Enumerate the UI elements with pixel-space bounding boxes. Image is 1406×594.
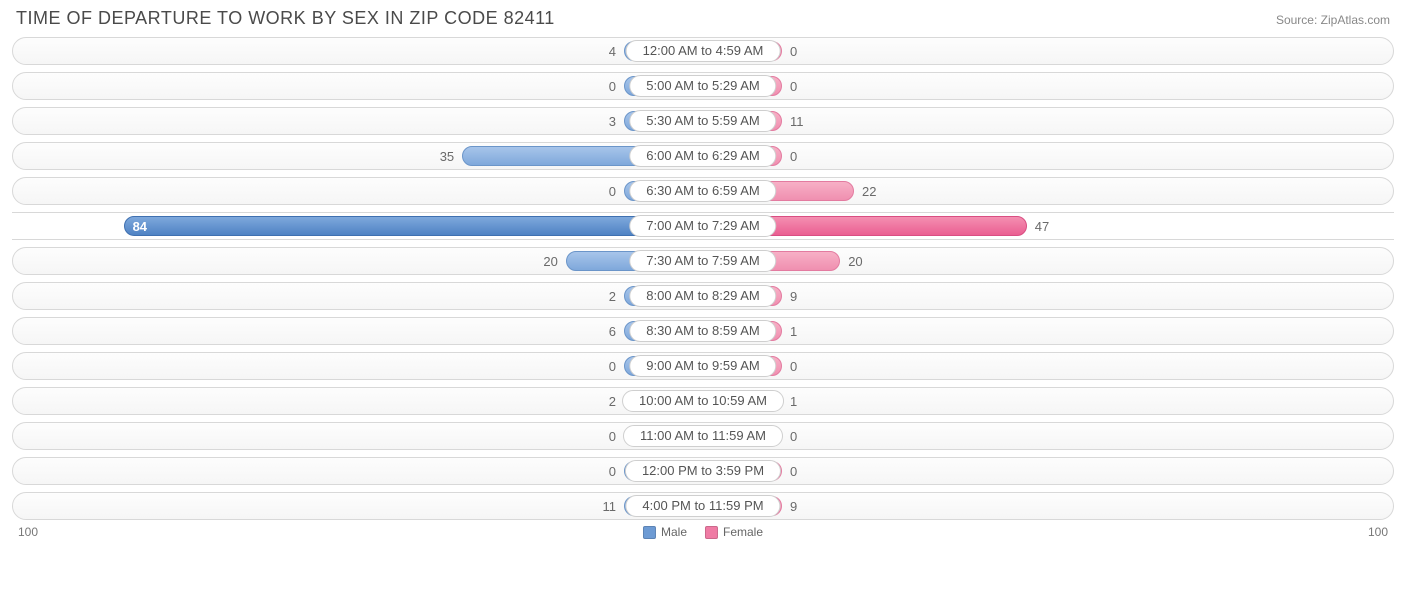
time-range-label: 7:00 AM to 7:29 AM [629, 215, 776, 237]
male-bar: 84 [124, 216, 704, 236]
male-value: 35 [432, 149, 462, 164]
female-value: 9 [782, 289, 805, 304]
female-value: 22 [854, 184, 884, 199]
female-half: 9 [703, 493, 1393, 519]
chart-row: 0 0 9:00 AM to 9:59 AM [12, 352, 1394, 380]
male-half: 20 [13, 248, 703, 274]
chart-row: 84 47 7:00 AM to 7:29 AM [12, 212, 1394, 240]
female-value: 11 [782, 114, 812, 129]
time-range-label: 7:30 AM to 7:59 AM [629, 250, 776, 272]
chart-row: 0 012:00 PM to 3:59 PM [12, 457, 1394, 485]
male-half: 0 [13, 73, 703, 99]
time-range-label: 5:00 AM to 5:29 AM [629, 75, 776, 97]
chart-row: 0 22 6:30 AM to 6:59 AM [12, 177, 1394, 205]
time-range-label: 5:30 AM to 5:59 AM [629, 110, 776, 132]
time-range-label: 12:00 PM to 3:59 PM [625, 460, 781, 482]
legend-swatch-male [643, 526, 656, 539]
female-value: 0 [782, 44, 805, 59]
chart-row: 20 20 7:30 AM to 7:59 AM [12, 247, 1394, 275]
female-half: 9 [703, 283, 1393, 309]
female-half: 22 [703, 178, 1393, 204]
chart-header: TIME OF DEPARTURE TO WORK BY SEX IN ZIP … [12, 8, 1394, 29]
male-value: 84 [125, 219, 155, 234]
chart-row: 2 9 8:00 AM to 8:29 AM [12, 282, 1394, 310]
male-value: 2 [601, 394, 624, 409]
male-half: 84 [12, 213, 703, 239]
male-half: 11 [13, 493, 703, 519]
chart-row: 0 011:00 AM to 11:59 AM [12, 422, 1394, 450]
time-range-label: 9:00 AM to 9:59 AM [629, 355, 776, 377]
legend: Male Female [643, 525, 763, 539]
chart-row: 4 012:00 AM to 4:59 AM [12, 37, 1394, 65]
female-value: 0 [782, 149, 805, 164]
female-value: 20 [840, 254, 870, 269]
female-half: 0 [703, 38, 1393, 64]
time-range-label: 8:00 AM to 8:29 AM [629, 285, 776, 307]
male-value: 20 [535, 254, 565, 269]
female-half: 0 [703, 353, 1393, 379]
chart-row: 2 110:00 AM to 10:59 AM [12, 387, 1394, 415]
male-value: 4 [601, 44, 624, 59]
male-value: 2 [601, 289, 624, 304]
female-value: 0 [782, 464, 805, 479]
male-value: 11 [595, 499, 625, 514]
female-value: 9 [782, 499, 805, 514]
diverging-bar-chart: 4012:00 AM to 4:59 AM005:00 AM to 5:29 A… [12, 37, 1394, 520]
legend-label-female: Female [723, 525, 763, 539]
female-value: 1 [782, 394, 805, 409]
female-half: 0 [703, 423, 1393, 449]
male-value: 0 [601, 184, 624, 199]
female-half: 0 [703, 143, 1393, 169]
chart-row: 6 1 8:30 AM to 8:59 AM [12, 317, 1394, 345]
female-half: 1 [703, 388, 1393, 414]
time-range-label: 11:00 AM to 11:59 AM [623, 425, 783, 447]
legend-swatch-female [705, 526, 718, 539]
male-half: 0 [13, 458, 703, 484]
chart-row: 0 0 5:00 AM to 5:29 AM [12, 72, 1394, 100]
time-range-label: 10:00 AM to 10:59 AM [622, 390, 784, 412]
male-value: 0 [601, 464, 624, 479]
male-half: 4 [13, 38, 703, 64]
male-half: 0 [13, 353, 703, 379]
male-value: 0 [601, 359, 624, 374]
chart-source: Source: ZipAtlas.com [1276, 13, 1390, 27]
male-half: 2 [13, 283, 703, 309]
chart-row: 3 11 5:30 AM to 5:59 AM [12, 107, 1394, 135]
time-range-label: 4:00 PM to 11:59 PM [625, 495, 780, 517]
chart-title: TIME OF DEPARTURE TO WORK BY SEX IN ZIP … [16, 8, 555, 29]
legend-item-female: Female [705, 525, 763, 539]
male-half: 2 [13, 388, 703, 414]
male-half: 3 [13, 108, 703, 134]
legend-label-male: Male [661, 525, 687, 539]
female-half: 20 [703, 248, 1393, 274]
female-value: 0 [782, 429, 805, 444]
male-half: 0 [13, 423, 703, 449]
chart-row: 35 0 6:00 AM to 6:29 AM [12, 142, 1394, 170]
female-half: 47 [703, 213, 1394, 239]
female-value: 47 [1027, 219, 1057, 234]
time-range-label: 6:00 AM to 6:29 AM [629, 145, 776, 167]
male-half: 0 [13, 178, 703, 204]
male-half: 35 [13, 143, 703, 169]
female-value: 1 [782, 324, 805, 339]
female-half: 1 [703, 318, 1393, 344]
x-axis: 100 Male Female 100 [12, 525, 1394, 539]
male-half: 6 [13, 318, 703, 344]
male-value: 0 [601, 79, 624, 94]
axis-right-max: 100 [1368, 525, 1388, 539]
time-range-label: 12:00 AM to 4:59 AM [626, 40, 781, 62]
male-value: 0 [601, 429, 624, 444]
female-half: 0 [703, 73, 1393, 99]
female-value: 0 [782, 79, 805, 94]
time-range-label: 8:30 AM to 8:59 AM [629, 320, 776, 342]
male-value: 3 [601, 114, 624, 129]
male-value: 6 [601, 324, 624, 339]
female-half: 0 [703, 458, 1393, 484]
time-range-label: 6:30 AM to 6:59 AM [629, 180, 776, 202]
female-value: 0 [782, 359, 805, 374]
axis-left-max: 100 [18, 525, 38, 539]
legend-item-male: Male [643, 525, 687, 539]
chart-row: 11 94:00 PM to 11:59 PM [12, 492, 1394, 520]
female-half: 11 [703, 108, 1393, 134]
